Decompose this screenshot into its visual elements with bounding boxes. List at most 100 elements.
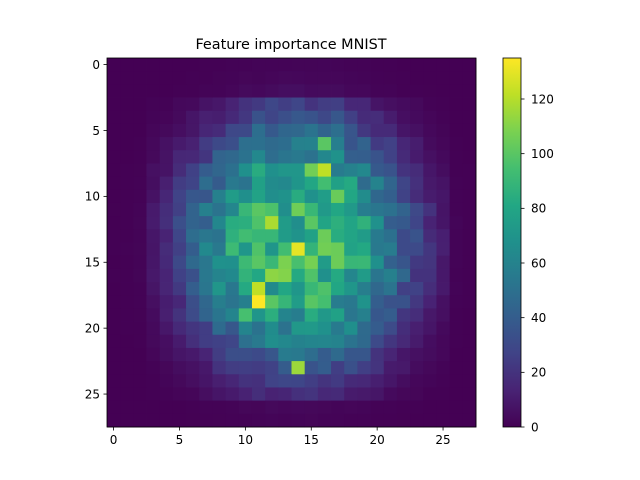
heatmap-cell <box>410 347 424 362</box>
heatmap-cell <box>357 387 371 402</box>
colorbar-tick-label: 0 <box>531 420 539 434</box>
heatmap-cell <box>146 97 161 112</box>
heatmap-cell <box>449 216 464 230</box>
heatmap-cell <box>265 347 279 362</box>
heatmap-cell <box>159 202 174 217</box>
heatmap-cell <box>423 413 437 428</box>
heatmap-cell <box>344 176 358 191</box>
heatmap-cell <box>304 321 319 336</box>
heatmap-cell <box>436 229 451 243</box>
heatmap-cell <box>304 413 319 428</box>
heatmap-cell <box>265 400 279 415</box>
heatmap-cell <box>396 71 411 85</box>
heatmap-cell <box>120 347 134 362</box>
heatmap-cell <box>344 387 358 402</box>
heatmap-cell <box>462 202 477 217</box>
heatmap-cell <box>199 150 213 164</box>
heatmap-cell <box>186 255 200 270</box>
heatmap-cell <box>370 295 385 309</box>
heatmap-cell <box>225 242 240 257</box>
heatmap-cell <box>317 255 332 270</box>
heatmap-cell <box>383 176 398 191</box>
heatmap-cell <box>278 163 292 178</box>
heatmap-cell <box>410 123 424 138</box>
heatmap-cell <box>172 308 187 322</box>
heatmap-cell <box>172 242 187 257</box>
heatmap-cell <box>462 163 477 178</box>
heatmap-cell <box>423 84 437 98</box>
heatmap-cell <box>344 137 358 151</box>
heatmap-cell <box>225 58 240 72</box>
colorbar-tick-label: 40 <box>531 311 546 325</box>
heatmap-cell <box>172 229 187 243</box>
heatmap-cell <box>410 58 424 72</box>
heatmap-cell <box>396 229 411 243</box>
heatmap-cell <box>383 97 398 112</box>
y-axis: 0 5 10 15 20 25 <box>85 58 107 401</box>
heatmap-cell <box>331 400 345 415</box>
heatmap-cell <box>212 268 227 283</box>
heatmap-cell <box>199 242 213 257</box>
heatmap-cell <box>449 387 464 402</box>
heatmap-cell <box>251 58 266 72</box>
heatmap-cell <box>449 413 464 428</box>
heatmap-cell <box>186 347 200 362</box>
heatmap-cell <box>146 347 161 362</box>
heatmap-cell <box>331 334 345 349</box>
heatmap-cell <box>278 242 292 257</box>
heatmap-cell <box>370 282 385 296</box>
heatmap-cell <box>265 71 279 85</box>
heatmap-cell <box>410 308 424 322</box>
heatmap-cell <box>291 295 306 309</box>
heatmap-cell <box>172 282 187 296</box>
heatmap-cell <box>317 413 332 428</box>
heatmap-cell <box>396 84 411 98</box>
heatmap-cell <box>344 347 358 362</box>
heatmap-cell <box>331 150 345 164</box>
heatmap-cell <box>357 123 371 138</box>
heatmap-cell <box>291 110 306 125</box>
x-tick-label: 5 <box>176 433 184 447</box>
colorbar-tick-label: 60 <box>531 256 546 270</box>
heatmap-cell <box>159 163 174 178</box>
heatmap-cell <box>199 387 213 402</box>
heatmap-cell <box>278 137 292 151</box>
heatmap-cell <box>146 202 161 217</box>
heatmap-cell <box>159 334 174 349</box>
heatmap-cell <box>449 255 464 270</box>
heatmap-cell <box>251 176 266 191</box>
heatmap-cell <box>423 202 437 217</box>
heatmap-cell <box>331 361 345 375</box>
heatmap-cell <box>159 229 174 243</box>
heatmap-cell <box>423 176 437 191</box>
heatmap-cell <box>251 163 266 178</box>
heatmap-cell <box>278 347 292 362</box>
heatmap-cell <box>291 387 306 402</box>
heatmap-cell <box>212 229 227 243</box>
colorbar-axis: 0 20 40 60 80 100 120 <box>521 92 554 434</box>
heatmap-cell <box>199 400 213 415</box>
heatmap-cell <box>265 295 279 309</box>
x-tick-label: 10 <box>238 433 253 447</box>
heatmap-cell <box>383 242 398 257</box>
heatmap-cell <box>225 150 240 164</box>
heatmap-cell <box>278 216 292 230</box>
heatmap-cell <box>251 110 266 125</box>
heatmap-cell <box>436 347 451 362</box>
heatmap-cell <box>120 71 134 85</box>
heatmap-cell <box>317 163 332 178</box>
heatmap-cell <box>212 202 227 217</box>
heatmap-cell <box>107 97 121 112</box>
heatmap-cell <box>304 334 319 349</box>
heatmap-cell <box>107 176 121 191</box>
heatmap-cell <box>383 58 398 72</box>
heatmap-cell <box>383 361 398 375</box>
heatmap-cell <box>265 58 279 72</box>
heatmap-cell <box>107 84 121 98</box>
heatmap-cell <box>265 255 279 270</box>
colorbar-tick-label: 120 <box>531 92 554 106</box>
heatmap-cell <box>291 202 306 217</box>
heatmap-cell <box>436 400 451 415</box>
heatmap-cell <box>225 255 240 270</box>
heatmap-cell <box>383 84 398 98</box>
